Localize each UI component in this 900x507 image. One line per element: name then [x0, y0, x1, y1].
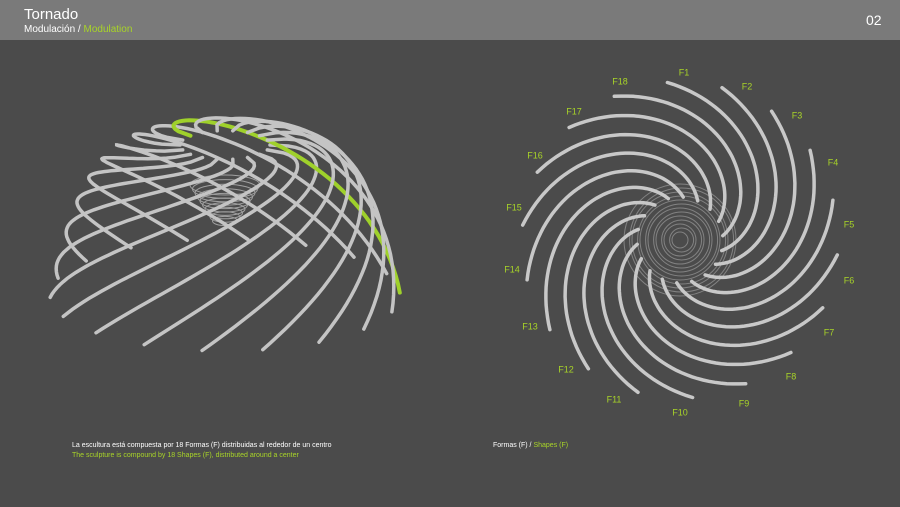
shape-label: F11	[607, 394, 622, 404]
shape-label: F17	[566, 106, 582, 116]
shape-arm	[150, 123, 389, 276]
core-ring	[645, 203, 719, 277]
shape-arm	[131, 132, 356, 259]
shape-label: F16	[527, 150, 543, 160]
header-bar	[0, 0, 900, 40]
shape-arm	[535, 132, 713, 211]
shape-arm	[94, 143, 319, 335]
subtitle: Modulación / Modulation	[24, 24, 132, 35]
shape-arm	[600, 227, 695, 400]
shape-arm	[64, 157, 235, 263]
caption-left-es: La escultura está compuesta por 18 Forma…	[72, 442, 332, 449]
title: Tornado	[24, 6, 79, 23]
shape-label: F4	[828, 157, 839, 167]
page-number: 02	[866, 12, 882, 28]
caption-right-en: Shapes (F)	[533, 442, 569, 449]
shape-label: F8	[786, 371, 797, 381]
core-ring	[631, 191, 729, 289]
shape-arm	[567, 113, 727, 224]
caption-right: Formas (F) / Shapes (F)	[493, 442, 568, 449]
shape-arm	[582, 214, 647, 395]
shape-arm	[544, 185, 671, 332]
shape-arm	[200, 130, 350, 353]
shape-label: F5	[844, 219, 855, 229]
shape-arm	[193, 116, 396, 314]
shape-label: F12	[558, 364, 574, 374]
shape-arm	[660, 253, 840, 329]
shape-label: F13	[522, 321, 538, 331]
shape-label: F10	[672, 407, 688, 417]
shape-arm	[689, 148, 816, 295]
core-ring	[199, 192, 251, 210]
caption-right-es: Formas (F) /	[493, 442, 532, 449]
core-ring	[669, 227, 695, 253]
shape-label: F6	[844, 275, 855, 285]
core-ring	[639, 199, 721, 281]
shape-arm	[675, 198, 835, 311]
subtitle-en: Modulation	[83, 24, 133, 35]
shape-arm	[563, 200, 657, 371]
shape-arm	[48, 152, 279, 300]
core-ring	[623, 183, 737, 297]
shape-label: F18	[612, 76, 628, 86]
core-ring	[661, 219, 703, 261]
core-ring	[663, 223, 697, 257]
subtitle-es: Modulación /	[24, 24, 81, 35]
shape-label: F7	[824, 327, 835, 337]
shape-arm	[647, 269, 825, 348]
shape-arm	[54, 155, 257, 280]
shape-label: F3	[792, 110, 803, 120]
shape-arm	[633, 256, 793, 367]
core-ring	[655, 215, 705, 265]
shape-arm	[612, 94, 743, 238]
shape-arm	[245, 124, 363, 352]
shape-label: F14	[504, 264, 520, 274]
core-ring	[653, 211, 711, 269]
shape-label: F2	[742, 81, 753, 91]
shape-label: F15	[506, 202, 522, 212]
shape-arm	[713, 85, 778, 266]
shape-arm	[665, 80, 760, 253]
shape-label: F1	[679, 67, 690, 77]
caption-left-en: The sculpture is compound by 18 Shapes (…	[72, 452, 299, 459]
shape-arm	[525, 169, 685, 282]
shape-arm	[99, 152, 250, 242]
core-ring	[671, 231, 689, 249]
shape-arm	[87, 155, 205, 243]
core-ring	[647, 207, 713, 273]
shape-arm	[75, 157, 219, 250]
shape-arm	[617, 242, 748, 386]
shape-arm	[231, 119, 375, 344]
shape-arm	[703, 109, 797, 280]
shape-arm	[114, 143, 308, 248]
shape-arm	[142, 137, 336, 347]
shape-label: F9	[739, 398, 750, 408]
shape-arm	[520, 151, 700, 227]
